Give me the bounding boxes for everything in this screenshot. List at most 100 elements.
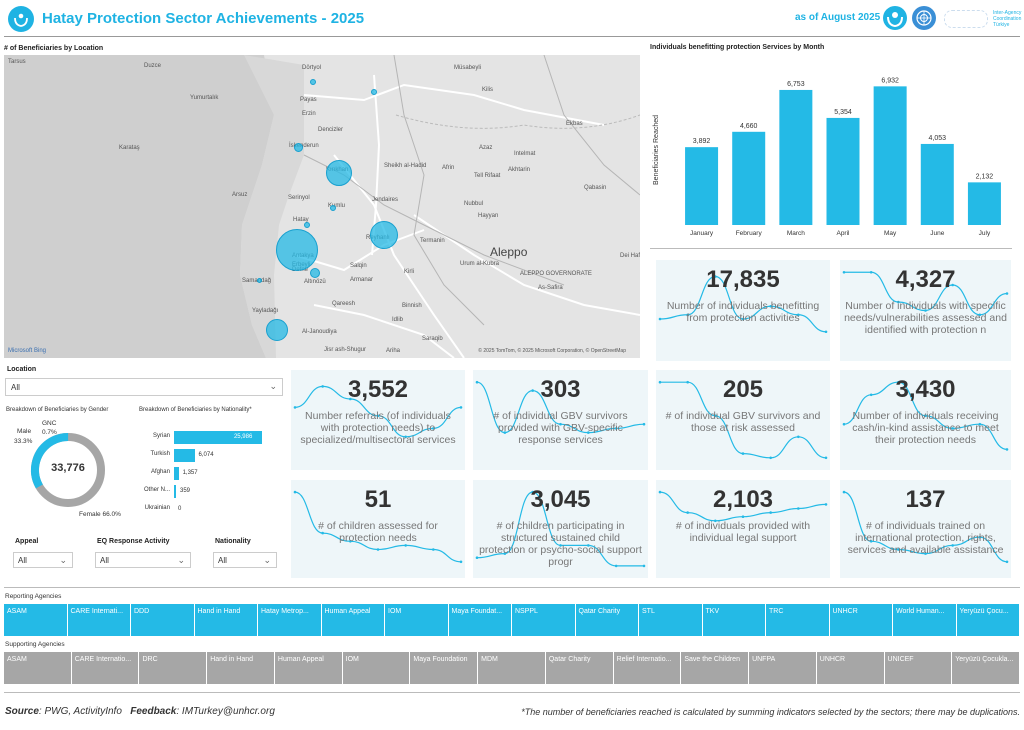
nationality-dropdown-value: All <box>218 556 227 565</box>
monthly-chart-title: Individuals benefitting protection Servi… <box>650 44 825 51</box>
location-bubble-reyhanli[interactable] <box>370 221 398 249</box>
kpi-card[interactable]: 17,835 Number of individuals benefitting … <box>656 260 830 361</box>
appeal-dropdown[interactable]: All ⌄ <box>13 552 73 568</box>
location-dropdown[interactable]: All ⌄ <box>5 378 283 396</box>
appeal-filter-label: Appeal <box>15 538 39 545</box>
reporting-agency-tile[interactable]: Hand in Hand <box>194 604 257 636</box>
kpi-card[interactable]: 4,327 Number of individuals with specific… <box>840 260 1011 361</box>
chart-divider <box>650 248 1012 249</box>
reporting-agency-tile[interactable]: Yeryüzü Çocu... <box>956 604 1019 636</box>
nationality-value: 0 <box>178 506 182 512</box>
kpi-label: # of children assessed for protection ne… <box>318 520 438 544</box>
supporting-agency-tile[interactable]: UNFPA <box>749 652 816 684</box>
nationality-bar[interactable] <box>174 431 262 444</box>
eq-activity-dropdown[interactable]: All ⌄ <box>95 552 191 568</box>
supporting-agency-tile[interactable]: Maya Foundation <box>410 652 478 684</box>
nationality-bar[interactable] <box>174 449 195 462</box>
month-bar[interactable] <box>732 131 766 225</box>
location-bubble-altinozu[interactable] <box>310 268 320 278</box>
location-bubble-samandag[interactable] <box>257 278 262 283</box>
un-emblem-icon <box>912 6 936 30</box>
month-bar[interactable] <box>967 182 1001 225</box>
location-bubble-antakya[interactable] <box>276 229 318 271</box>
kpi-card[interactable]: 3,430 Number of individuals receiving cas… <box>840 370 1011 470</box>
supporting-agencies-title: Supporting Agencies <box>5 641 65 648</box>
reporting-agency-tile[interactable]: TRC <box>766 604 829 636</box>
location-bubble-kumlu[interactable] <box>330 205 336 211</box>
kpi-card[interactable]: 3,045 # of children participating in stru… <box>473 480 648 578</box>
location-bubble-hatay[interactable] <box>304 222 310 228</box>
reporting-agency-tile[interactable]: Maya Foundat... <box>448 604 511 636</box>
source-text: : PWG, ActivityInfo <box>38 706 122 717</box>
reporting-agency-tile[interactable]: Qatar Charity <box>575 604 638 636</box>
nationality-dropdown[interactable]: All ⌄ <box>213 552 277 568</box>
supporting-agency-tile[interactable]: Qatar Charity <box>545 652 613 684</box>
location-bubble-iskenderun[interactable] <box>294 143 303 152</box>
supporting-agency-tile[interactable]: Save the Children <box>681 652 749 684</box>
reporting-agency-tile[interactable]: IOM <box>385 604 448 636</box>
kpi-card[interactable]: 303 # of individual GBV survivors provide… <box>473 370 648 470</box>
place-label: Afrin <box>442 165 455 171</box>
month-bar[interactable] <box>826 117 860 225</box>
gnc-label: GNC <box>42 420 57 427</box>
kpi-sparkline <box>475 490 646 568</box>
supporting-agency-tile[interactable]: UNICEF <box>884 652 952 684</box>
supporting-agency-tile[interactable]: Yeryüzü Çocukla... <box>952 652 1019 684</box>
month-bar[interactable] <box>685 147 719 225</box>
reporting-agency-tile[interactable]: ASAM <box>4 604 67 636</box>
place-label: Armanar <box>350 277 374 283</box>
location-bubble-yayladagi[interactable] <box>266 319 288 341</box>
reporting-agency-tile[interactable]: World Human... <box>893 604 956 636</box>
nationality-bar[interactable] <box>174 485 176 498</box>
kpi-card[interactable]: 137 # of individuals trained on internati… <box>840 480 1011 578</box>
supporting-agency-tile[interactable]: CARE Internatio... <box>71 652 139 684</box>
reporting-agency-tile[interactable]: TKV <box>702 604 765 636</box>
beneficiaries-map[interactable]: Tarsus Duzce Dörtyol Müsabeyli Yumurtalık Pay… <box>4 55 640 358</box>
kpi-card[interactable]: 2,103 # of individuals provided with indi… <box>656 480 830 578</box>
supporting-agency-tile[interactable]: IOM <box>342 652 410 684</box>
supporting-agency-tile[interactable]: DRC <box>139 652 207 684</box>
supporting-agency-tile[interactable]: ASAM <box>4 652 71 684</box>
place-label: Samandağ <box>242 278 271 284</box>
nationality-name: Turkish <box>150 451 170 457</box>
appeal-dropdown-value: All <box>18 556 27 565</box>
month-bar[interactable] <box>920 143 954 225</box>
location-bubble-dortyol[interactable] <box>310 79 316 85</box>
supporting-agency-tile[interactable]: Relief Internatio... <box>613 652 681 684</box>
kpi-label: # of individual GBV survivors and those … <box>665 410 821 434</box>
reporting-agency-tile[interactable]: Hatay Metrop... <box>258 604 321 636</box>
reporting-agency-tile[interactable]: UNHCR <box>829 604 892 636</box>
reporting-agency-tile[interactable]: STL <box>639 604 702 636</box>
kpi-value: 3,552 <box>347 376 409 403</box>
kpi-card[interactable]: 51 # of children assessed for protection … <box>291 480 465 578</box>
location-bubble-hassa[interactable] <box>371 89 377 95</box>
gender-donut[interactable] <box>28 430 108 510</box>
month-bar[interactable] <box>779 89 813 225</box>
place-label: Dencizler <box>318 127 344 133</box>
supporting-agency-tile[interactable]: UNHCR <box>816 652 884 684</box>
kpi-sparkline <box>842 490 1009 564</box>
place-label: Nubbul <box>464 201 484 207</box>
reporting-agency-tile[interactable]: NSPPL <box>512 604 575 636</box>
location-bubble-kirikhan[interactable] <box>326 160 352 186</box>
feedback-text[interactable]: : IMTurkey@unhcr.org <box>176 706 275 717</box>
place-label: Kirli <box>404 269 414 275</box>
nationality-bar[interactable] <box>174 467 179 480</box>
supporting-agency-tile[interactable]: Hand in Hand <box>207 652 274 684</box>
kpi-value: 303 <box>540 376 581 403</box>
kpi-label: # of individuals trained on internationa… <box>847 520 1004 556</box>
kpi-card[interactable]: 205 # of individual GBV survivors and tho… <box>656 370 830 470</box>
kpi-label: Number referrals (of individuals with pr… <box>300 410 456 446</box>
month-bar[interactable] <box>873 86 907 225</box>
reporting-agency-tile[interactable]: Human Appeal <box>321 604 384 636</box>
kpi-sparkline <box>842 380 1009 451</box>
kpi-label: Number of individuals with specific need… <box>844 300 1007 336</box>
kpi-value: 51 <box>364 486 392 513</box>
supporting-agency-tile[interactable]: MDM <box>478 652 545 684</box>
bar-value-label: 4,660 <box>740 123 758 130</box>
supporting-agency-tile[interactable]: Human Appeal <box>274 652 342 684</box>
reporting-agency-tile[interactable]: DDD <box>131 604 194 636</box>
kpi-card[interactable]: 3,552 Number referrals (of individuals wi… <box>291 370 465 470</box>
map-copyright: © 2025 TomTom, © 2025 Microsoft Corporat… <box>478 348 626 354</box>
reporting-agency-tile[interactable]: CARE Internati... <box>67 604 130 636</box>
